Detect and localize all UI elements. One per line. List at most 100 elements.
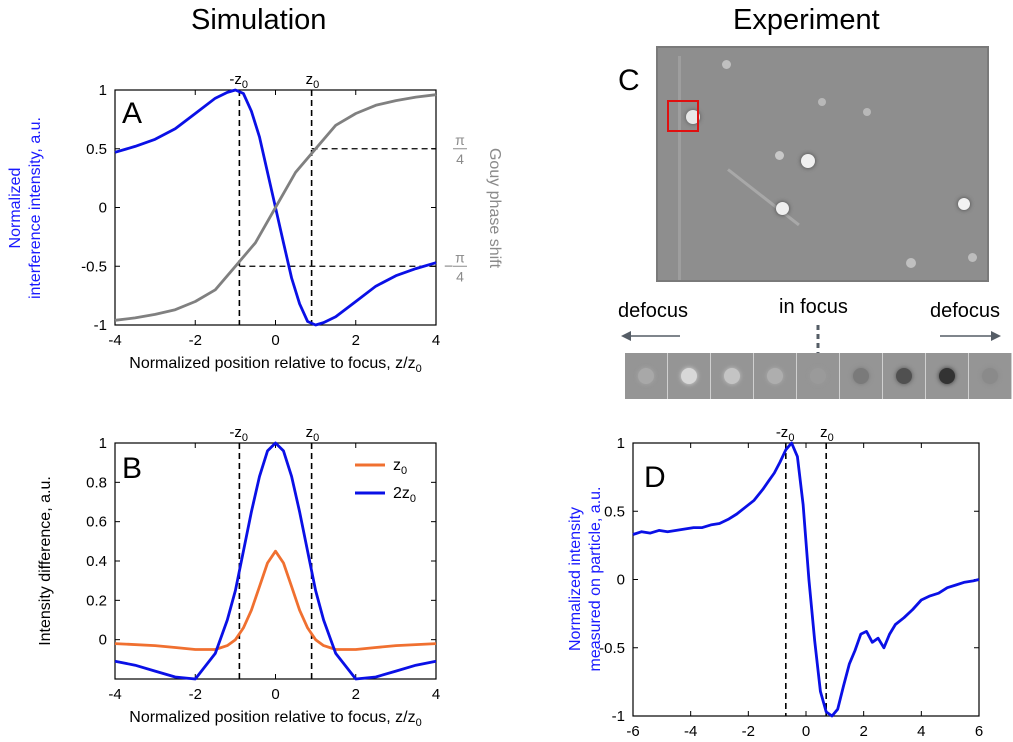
series-line-1 <box>114 441 437 681</box>
right-tick-den: 4 <box>456 151 464 167</box>
strip-particle <box>896 368 912 384</box>
strip-particle <box>767 368 783 384</box>
x-axis-label: Normalized position relative to focus, z… <box>129 355 421 375</box>
pos-z0-marker: z0 <box>306 424 320 444</box>
series-line-0 <box>632 441 980 718</box>
particle <box>722 60 731 69</box>
strip-particle <box>853 368 869 384</box>
y-tick-label: -0.5 <box>81 258 107 275</box>
y-tick-label: -1 <box>612 708 625 725</box>
strip-frame <box>969 353 1012 399</box>
x-tick-label: 6 <box>975 723 983 740</box>
selected-particle-box <box>667 100 699 132</box>
x-tick-label: -6 <box>626 723 639 740</box>
x-tick-label: 0 <box>271 332 279 349</box>
pos-z0-marker: z0 <box>306 71 320 91</box>
defocus-left-label: defocus <box>618 300 689 322</box>
right-axis-label: Gouy phase shift <box>486 148 503 269</box>
x-tick-label: 4 <box>432 332 440 349</box>
y-axis-label-line2: measured on particle, a.u. <box>587 487 604 672</box>
strip-particle <box>724 368 740 384</box>
particle <box>958 198 970 210</box>
x-tick-label: 4 <box>432 686 440 703</box>
y-tick-label: 1 <box>99 435 107 452</box>
y-tick-label: 1 <box>99 82 107 99</box>
panel-b-label: B <box>122 452 142 485</box>
right-tick-num: π <box>455 132 465 148</box>
strip-frame <box>926 353 969 399</box>
right-tick-num: π <box>455 249 465 265</box>
y-tick-label: 0.5 <box>86 141 107 158</box>
x-axis-label: Normalized position relative to focus, z… <box>129 709 421 729</box>
particle <box>968 253 977 262</box>
y-axis-label: Normalized interference intensity, a.u. <box>7 117 44 299</box>
y-axis-label-line1: Normalized <box>7 168 24 249</box>
panel-a-label: A <box>122 97 142 130</box>
image-streak <box>727 168 800 227</box>
y-axis-label-line2: interference intensity, a.u. <box>27 117 44 299</box>
x-tick-label: -2 <box>189 332 202 349</box>
right-tick-den: 4 <box>456 268 464 284</box>
particle <box>686 110 700 124</box>
strip-particle <box>638 368 654 384</box>
neg-z0-marker: -z0 <box>229 71 248 91</box>
strip-frame <box>668 353 711 399</box>
y-axis-label-text: Intensity difference, a.u. <box>37 476 54 646</box>
y-tick-label: 0.2 <box>86 592 107 609</box>
y-tick-label: 0.6 <box>86 514 107 531</box>
y-tick-label: 0 <box>99 632 107 649</box>
x-tick-label: 2 <box>352 332 360 349</box>
particle <box>818 98 826 106</box>
particle <box>863 108 871 116</box>
strip-frame <box>840 353 883 399</box>
particle <box>906 258 916 268</box>
right-tick-sign: − <box>444 258 453 275</box>
image-streak <box>678 56 681 280</box>
series-line-0 <box>114 549 437 651</box>
left-arrow-head <box>621 331 631 341</box>
series-line-1 <box>114 93 437 322</box>
x-tick-label: 4 <box>917 723 925 740</box>
defocus-arrows <box>621 325 1001 355</box>
panel-c-label: C <box>618 64 640 97</box>
neg-z0-marker: -z0 <box>776 424 795 444</box>
y-tick-label: 0.4 <box>86 553 107 570</box>
x-tick-label: 2 <box>859 723 867 740</box>
particle <box>776 202 789 215</box>
right-arrow-head <box>991 331 1001 341</box>
y-tick-label: 0.8 <box>86 474 107 491</box>
chart-a: -4 -2 0 2 4 -1 -0.5 0 0.5 1 -z0 z0 Normalized positi… <box>7 71 503 375</box>
strip-particle <box>939 368 955 384</box>
legend-label: z0 <box>393 457 407 477</box>
x-tick-label: -4 <box>108 686 121 703</box>
strip-frame <box>625 353 668 399</box>
in-focus-label: in focus <box>779 296 848 318</box>
x-tick-label: -4 <box>108 332 121 349</box>
x-tick-label: 0 <box>802 723 810 740</box>
particle <box>801 154 815 168</box>
legend-label: 2z0 <box>393 485 416 505</box>
neg-z0-marker: -z0 <box>229 424 248 444</box>
gouy-phase-label: Gouy phase shift <box>486 148 503 269</box>
y-tick-label: -0.5 <box>599 640 625 657</box>
x-tick-label: 2 <box>352 686 360 703</box>
y-tick-label: -1 <box>94 317 107 334</box>
particle <box>775 151 784 160</box>
y-axis-label: Intensity difference, a.u. <box>37 476 54 646</box>
plot-frame <box>114 442 437 680</box>
y-tick-label: 0 <box>617 572 625 589</box>
x-tick-label: 0 <box>271 686 279 703</box>
simulation-heading: Simulation <box>191 4 327 36</box>
x-tick-label: -4 <box>684 723 697 740</box>
y-axis-label-line1: Normalized intensity <box>567 507 584 651</box>
defocus-right-label: defocus <box>930 300 1001 322</box>
x-tick-label: -2 <box>742 723 755 740</box>
strip-frame <box>883 353 926 399</box>
strip-particle <box>681 368 697 384</box>
y-tick-label: 0.5 <box>604 503 625 520</box>
strip-particle <box>982 368 998 384</box>
strip-frame <box>711 353 754 399</box>
chart-b: -4 -2 0 2 4 0 0.2 0.4 0.6 0.8 1 -z0 z0 Normalized pos… <box>37 424 440 729</box>
strip-frame <box>754 353 797 399</box>
